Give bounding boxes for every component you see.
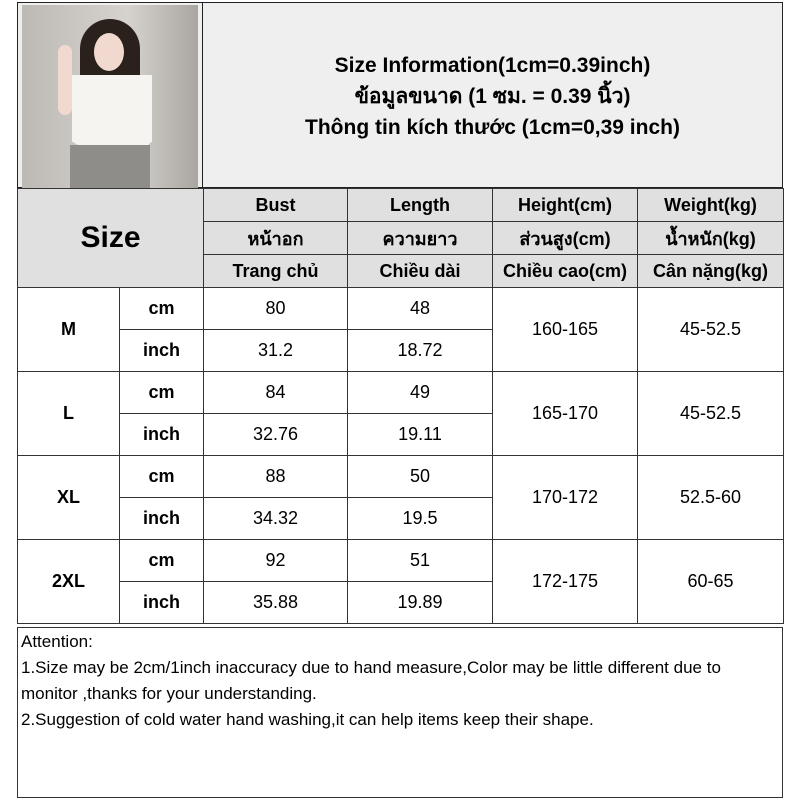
table-row-cm: M cm 80 48 160-165 45-52.5 [17, 287, 784, 372]
length-cm: 49 [347, 371, 493, 414]
col-bust: Bust [203, 188, 348, 222]
bust-inch: 31.2 [203, 329, 348, 372]
bust-inch: 32.76 [203, 413, 348, 456]
unit-cm: cm [119, 287, 204, 330]
col-height: Height(cm) [492, 188, 638, 222]
table-row-inch: inch 31.2 18.72 [18, 329, 784, 372]
size-info-title: Size Information(1cm=0.39inch) ข้อมูลขนา… [203, 3, 782, 189]
attention-heading: Attention: [21, 632, 93, 651]
bust-inch: 35.88 [203, 581, 348, 624]
size-header: Size [17, 188, 204, 288]
bust-cm: 80 [203, 287, 348, 330]
weight-range: 52.5-60 [637, 455, 784, 540]
header-panel: Size Information(1cm=0.39inch) ข้อมูลขนา… [17, 2, 783, 189]
col-weight-th: น้ำหนัก(kg) [637, 221, 784, 255]
table-row-cm: XL cm 88 50 170-172 52.5-60 [17, 455, 784, 540]
weight-range: 45-52.5 [637, 371, 784, 456]
title-vi: Thông tin kích thước (1cm=0,39 inch) [305, 115, 680, 139]
size-label: L [17, 371, 120, 456]
weight-range: 45-52.5 [637, 287, 784, 372]
height-range: 160-165 [492, 287, 638, 372]
table-row-cm: 2XL cm 92 51 172-175 60-65 [17, 539, 784, 624]
unit-cm: cm [119, 455, 204, 498]
attention-line-1: 1.Size may be 2cm/1inch inaccuracy due t… [21, 658, 721, 703]
length-cm: 48 [347, 287, 493, 330]
title-th: ข้อมูลขนาด (1 ซม. = 0.39 นิ้ว) [354, 84, 631, 108]
length-inch: 19.5 [347, 497, 493, 540]
bust-inch: 34.32 [203, 497, 348, 540]
size-label: 2XL [17, 539, 120, 624]
unit-cm: cm [119, 371, 204, 414]
col-length-th: ความยาว [347, 221, 493, 255]
length-inch: 19.89 [347, 581, 493, 624]
col-bust-th: หน้าอก [203, 221, 348, 255]
unit-inch: inch [119, 581, 204, 624]
col-weight-vi: Cân nặng(kg) [637, 254, 784, 288]
col-length: Length [347, 188, 493, 222]
unit-cm: cm [119, 539, 204, 582]
size-label: M [17, 287, 120, 372]
length-inch: 19.11 [347, 413, 493, 456]
unit-inch: inch [119, 329, 204, 372]
bust-cm: 92 [203, 539, 348, 582]
table-row-inch: inch 35.88 19.89 [18, 581, 784, 624]
table-row-inch: inch 34.32 19.5 [18, 497, 784, 540]
title-en: Size Information(1cm=0.39inch) [334, 53, 651, 77]
attention-line-2: 2.Suggestion of cold water hand washing,… [21, 710, 594, 729]
col-bust-vi: Trang chủ [203, 254, 348, 288]
weight-range: 60-65 [637, 539, 784, 624]
height-range: 165-170 [492, 371, 638, 456]
size-table: Size Bust Length Height(cm) Weight(kg) ห… [17, 188, 784, 624]
bust-cm: 88 [203, 455, 348, 498]
table-row-cm: L cm 84 49 165-170 45-52.5 [17, 371, 784, 456]
unit-inch: inch [119, 413, 204, 456]
height-range: 170-172 [492, 455, 638, 540]
divider [202, 3, 203, 189]
height-range: 172-175 [492, 539, 638, 624]
header-row-en: Size Bust Length Height(cm) Weight(kg) [17, 188, 784, 288]
col-height-vi: Chiều cao(cm) [492, 254, 638, 288]
attention-note: Attention: 1.Size may be 2cm/1inch inacc… [17, 627, 783, 798]
unit-inch: inch [119, 497, 204, 540]
header-row-th: หน้าอก ความยาว ส่วนสูง(cm) น้ำหนัก(kg) [18, 221, 784, 255]
length-cm: 50 [347, 455, 493, 498]
col-weight: Weight(kg) [637, 188, 784, 222]
size-label: XL [17, 455, 120, 540]
bust-cm: 84 [203, 371, 348, 414]
col-length-vi: Chiều dài [347, 254, 493, 288]
header-row-vi: Trang chủ Chiều dài Chiều cao(cm) Cân nặ… [18, 254, 784, 288]
product-photo [22, 5, 198, 188]
length-inch: 18.72 [347, 329, 493, 372]
col-height-th: ส่วนสูง(cm) [492, 221, 638, 255]
length-cm: 51 [347, 539, 493, 582]
